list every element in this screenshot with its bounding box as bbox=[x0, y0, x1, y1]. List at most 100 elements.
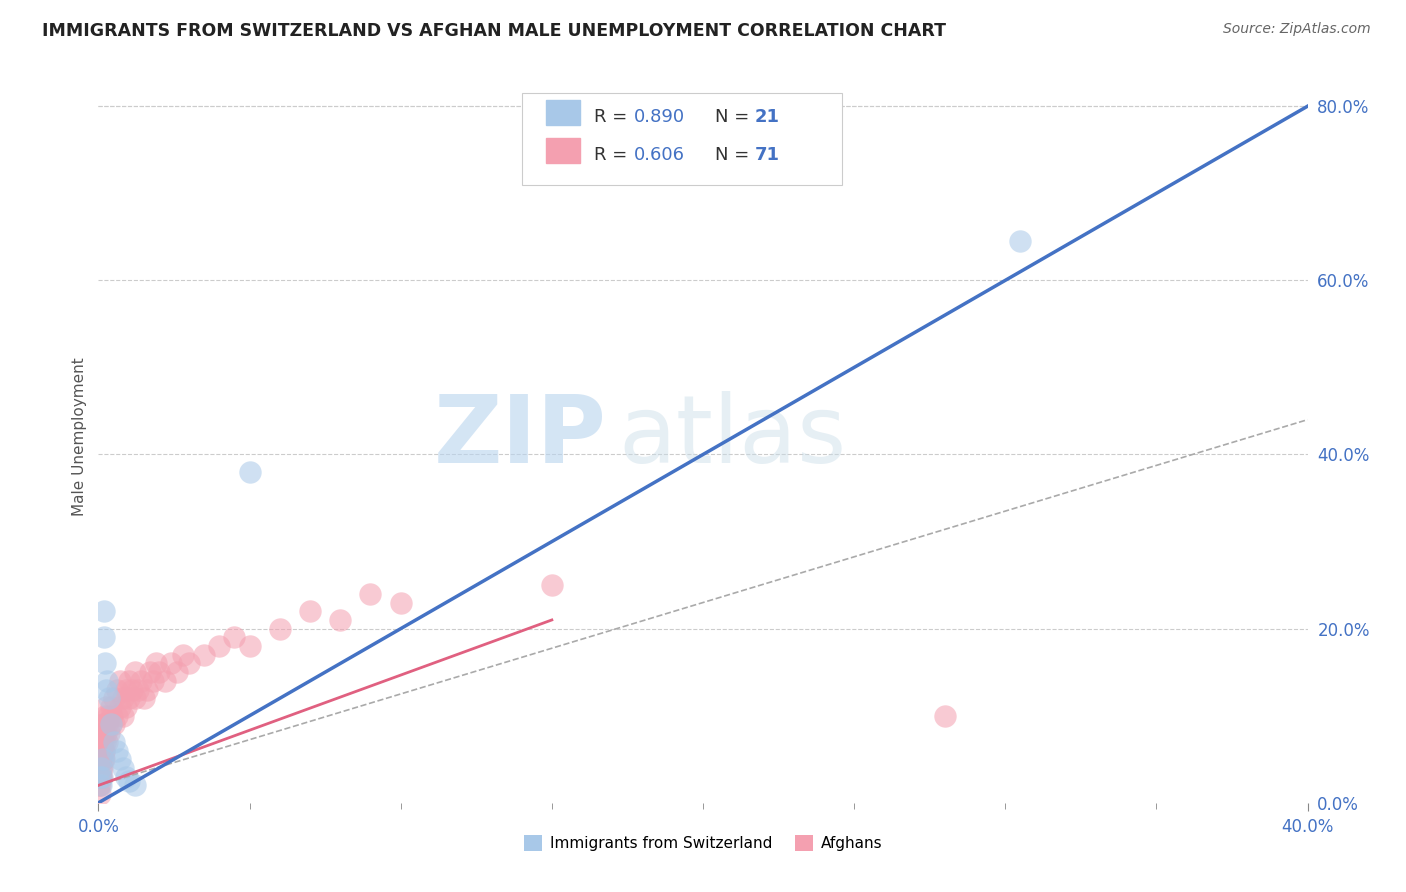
Point bbox=[389, 595, 412, 609]
Point bbox=[94, 682, 117, 697]
Point bbox=[135, 682, 157, 697]
Point bbox=[118, 774, 141, 789]
Point bbox=[90, 770, 112, 784]
Point bbox=[105, 743, 128, 757]
Point bbox=[193, 648, 215, 662]
Point bbox=[103, 691, 125, 706]
Point bbox=[93, 717, 115, 731]
Point bbox=[121, 682, 143, 697]
Point bbox=[1010, 234, 1032, 248]
Point bbox=[179, 657, 201, 671]
Point bbox=[124, 665, 146, 680]
Text: 71: 71 bbox=[755, 145, 780, 164]
Point bbox=[89, 778, 111, 792]
Point bbox=[142, 673, 165, 688]
Point bbox=[93, 752, 115, 766]
Point bbox=[269, 622, 291, 636]
Point bbox=[118, 691, 141, 706]
Point bbox=[94, 726, 117, 740]
Text: 0.606: 0.606 bbox=[634, 145, 685, 164]
Point bbox=[114, 700, 136, 714]
Point bbox=[103, 735, 125, 749]
Point bbox=[118, 673, 141, 688]
Text: IMMIGRANTS FROM SWITZERLAND VS AFGHAN MALE UNEMPLOYMENT CORRELATION CHART: IMMIGRANTS FROM SWITZERLAND VS AFGHAN MA… bbox=[42, 22, 946, 40]
Point bbox=[98, 726, 121, 740]
Point bbox=[329, 613, 352, 627]
Point bbox=[97, 708, 120, 723]
Point bbox=[145, 657, 167, 671]
Point bbox=[172, 648, 194, 662]
Point bbox=[93, 631, 115, 645]
Text: Source: ZipAtlas.com: Source: ZipAtlas.com bbox=[1223, 22, 1371, 37]
Point bbox=[114, 682, 136, 697]
Point bbox=[96, 673, 118, 688]
Point bbox=[224, 631, 246, 645]
Point bbox=[108, 700, 131, 714]
Point bbox=[93, 726, 115, 740]
Point bbox=[105, 682, 128, 697]
Point bbox=[239, 639, 262, 653]
Text: R =: R = bbox=[595, 145, 633, 164]
Point bbox=[153, 673, 176, 688]
Bar bbox=[546, 138, 579, 163]
Point bbox=[103, 717, 125, 731]
Point bbox=[98, 691, 121, 706]
Text: atlas: atlas bbox=[619, 391, 846, 483]
Point bbox=[93, 743, 115, 757]
Y-axis label: Male Unemployment: Male Unemployment bbox=[72, 358, 87, 516]
Point bbox=[91, 743, 114, 757]
Point bbox=[100, 717, 122, 731]
Point bbox=[111, 761, 134, 775]
Point bbox=[94, 735, 117, 749]
Point bbox=[540, 578, 562, 592]
Point bbox=[132, 691, 155, 706]
Point bbox=[90, 752, 112, 766]
Point bbox=[105, 708, 128, 723]
Point bbox=[160, 657, 183, 671]
Point bbox=[91, 726, 114, 740]
Point bbox=[91, 770, 114, 784]
Point bbox=[127, 682, 149, 697]
Point bbox=[90, 761, 112, 775]
Point bbox=[129, 673, 152, 688]
Text: N =: N = bbox=[716, 108, 755, 126]
Point bbox=[89, 770, 111, 784]
Point bbox=[90, 752, 112, 766]
Point bbox=[111, 708, 134, 723]
Point bbox=[91, 752, 114, 766]
Point bbox=[124, 691, 146, 706]
Text: 21: 21 bbox=[755, 108, 780, 126]
Point bbox=[93, 743, 115, 757]
Point bbox=[94, 708, 117, 723]
Point bbox=[108, 752, 131, 766]
Point bbox=[139, 665, 162, 680]
Point bbox=[148, 665, 170, 680]
Point bbox=[91, 761, 114, 775]
Bar bbox=[546, 100, 579, 125]
Point bbox=[90, 778, 112, 792]
Point bbox=[360, 587, 382, 601]
Point bbox=[94, 657, 117, 671]
Point bbox=[934, 708, 956, 723]
Point bbox=[89, 770, 111, 784]
Point bbox=[90, 735, 112, 749]
Point bbox=[89, 778, 111, 792]
Point bbox=[93, 604, 115, 618]
Point bbox=[90, 770, 112, 784]
Point bbox=[239, 465, 262, 479]
Point bbox=[100, 700, 122, 714]
Text: 0.890: 0.890 bbox=[634, 108, 685, 126]
Legend: Immigrants from Switzerland, Afghans: Immigrants from Switzerland, Afghans bbox=[517, 830, 889, 857]
Point bbox=[124, 778, 146, 792]
Point bbox=[166, 665, 188, 680]
Point bbox=[100, 717, 122, 731]
Point bbox=[299, 604, 322, 618]
Point bbox=[208, 639, 231, 653]
Text: ZIP: ZIP bbox=[433, 391, 606, 483]
Point bbox=[94, 700, 117, 714]
FancyBboxPatch shape bbox=[522, 94, 842, 185]
Point bbox=[101, 708, 124, 723]
Text: N =: N = bbox=[716, 145, 755, 164]
Point bbox=[96, 717, 118, 731]
Point bbox=[89, 787, 111, 801]
